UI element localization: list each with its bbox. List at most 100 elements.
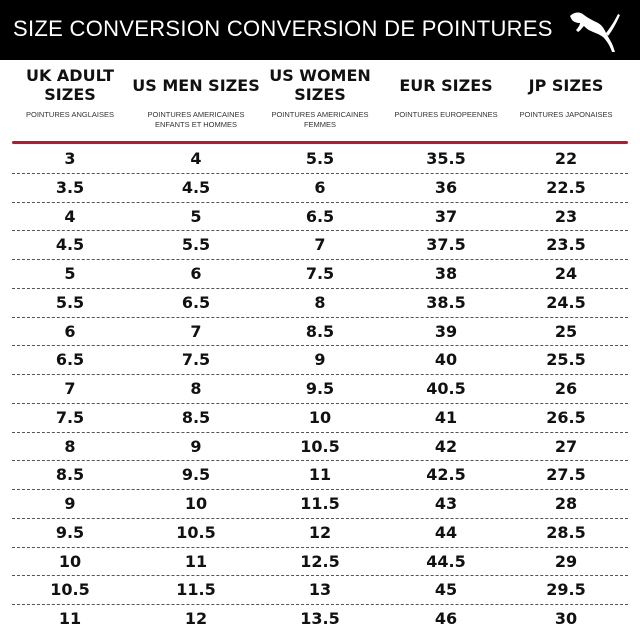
table-row: 5 6 7.5 38 24 [12,260,628,289]
table-cell: 44.5 [426,551,466,571]
column-subtitle: POINTURES AMERICAINES ENFANTS ET HOMMES [147,110,245,129]
table-cell: 3.5 [55,177,85,197]
table-cell: 12 [308,522,332,542]
table-cell: 42 [434,436,458,456]
table-cell: 9 [190,436,202,456]
table-cell: 22.5 [546,177,586,197]
column-title: US MEN SIZES [132,75,260,95]
column-title: UK ADULT SIZES [25,66,115,104]
table-cell: 8 [64,436,76,456]
table-cell: 12 [184,609,208,628]
table-cell: 6.5 [305,206,335,226]
table-cell: 11.5 [300,494,340,513]
table-row: 9 10 11.5 43 28 [12,490,628,519]
table-cell: 7.5 [305,264,335,283]
column-title: EUR SIZES [399,75,493,95]
table-cell: 38.5 [426,292,466,312]
header-bar: SIZE CONVERSION CONVERSION DE POINTURES [0,0,640,60]
table-cell: 4 [64,206,76,226]
table-cell: 4 [190,149,202,168]
table-row: 4.5 5.5 7 37.5 23.5 [12,231,628,260]
table-cell: 6.5 [55,350,85,370]
table-cell: 24 [554,264,578,283]
table-cell: 6 [314,177,326,197]
table-cell: 24.5 [546,292,586,312]
table-row: 8.5 9.5 11 42.5 27.5 [12,461,628,490]
table-cell: 8.5 [305,321,335,341]
table-cell: 5.5 [305,149,335,168]
table-row: 10 11 12.5 44.5 29 [12,548,628,577]
table-cell: 26.5 [546,407,586,427]
column-headers: UK ADULT SIZES POINTURES ANGLAISES US MEN … [0,66,640,138]
table-cell: 26 [554,379,578,398]
table-cell: 13 [308,580,332,600]
column-subtitle: POINTURES JAPONAISES [519,110,613,119]
table-row: 7.5 8.5 10 41 26.5 [12,404,628,433]
table-cell: 5.5 [55,292,85,312]
table-cell: 10.5 [300,436,340,456]
table-cell: 12.5 [300,551,340,571]
table-cell: 30 [554,609,578,628]
table-row: 4 5 6.5 37 23 [12,203,628,232]
table-cell: 37.5 [426,235,466,255]
table-row: 11 12 13.5 46 30 [12,605,628,634]
table-cell: 25.5 [546,350,586,370]
table-cell: 4.5 [55,235,85,255]
table-cell: 7 [64,379,76,398]
table-cell: 8.5 [55,465,85,485]
column-header: UK ADULT SIZES POINTURES ANGLAISES [5,66,135,120]
table-cell: 13.5 [300,609,340,628]
table-cell: 41 [434,407,458,427]
table-cell: 11 [58,609,82,628]
table-cell: 36 [434,177,458,197]
table-cell: 46 [434,609,458,628]
table-cell: 9.5 [181,465,211,485]
page-title: SIZE CONVERSION CONVERSION DE POINTURES [13,16,553,41]
column-title: US WOMEN SIZES [269,66,371,104]
table-cell: 11 [308,465,332,485]
table-cell: 6.5 [181,292,211,312]
table-cell: 28.5 [546,522,586,542]
table-cell: 43 [434,494,458,513]
table-cell: 5 [64,264,76,283]
table-cell: 9 [314,350,326,370]
table-cell: 35.5 [426,149,466,168]
table-cell: 39 [434,321,458,341]
table-cell: 5.5 [181,235,211,255]
column-header: EUR SIZES POINTURES EUROPEENNES [381,66,511,120]
table-cell: 38 [434,264,458,283]
table-cell: 5 [190,206,202,226]
table-cell: 40 [434,350,458,370]
table-cell: 45 [434,580,458,600]
table-cell: 10 [58,551,82,571]
table-cell: 11.5 [176,580,216,600]
table-cell: 29.5 [546,580,586,600]
table-row: 8 9 10.5 42 27 [12,433,628,462]
table-cell: 9.5 [55,522,85,542]
table-cell: 10 [308,407,332,427]
puma-logo-icon [570,12,620,52]
table-cell: 7.5 [181,350,211,370]
table-cell: 6 [190,264,202,283]
table-cell: 8.5 [181,407,211,427]
column-header: JP SIZES POINTURES JAPONAISES [501,66,631,120]
table-cell: 11 [184,551,208,571]
table-cell: 9 [64,494,76,513]
table-cell: 7.5 [55,407,85,427]
column-header: US WOMEN SIZES POINTURES AMERICAINES FEMM… [255,66,385,130]
table-cell: 27.5 [546,465,586,485]
column-title: JP SIZES [528,75,604,95]
table-row: 6.5 7.5 9 40 25.5 [12,346,628,375]
table-cell: 22 [554,149,578,168]
column-subtitle: POINTURES ANGLAISES [26,110,114,119]
table-cell: 40.5 [426,379,466,398]
table-cell: 27 [554,436,578,456]
table-row: 3 4 5.5 35.5 22 [12,145,628,174]
table-row: 6 7 8.5 39 25 [12,318,628,347]
table-row: 5.5 6.5 8 38.5 24.5 [12,289,628,318]
table-row: 10.5 11.5 13 45 29.5 [12,576,628,605]
table-cell: 23.5 [546,235,586,255]
column-subtitle: POINTURES EUROPEENNES [394,110,498,119]
table-cell: 28 [554,494,578,513]
column-header: US MEN SIZES POINTURES AMERICAINES ENFANT… [131,66,261,130]
